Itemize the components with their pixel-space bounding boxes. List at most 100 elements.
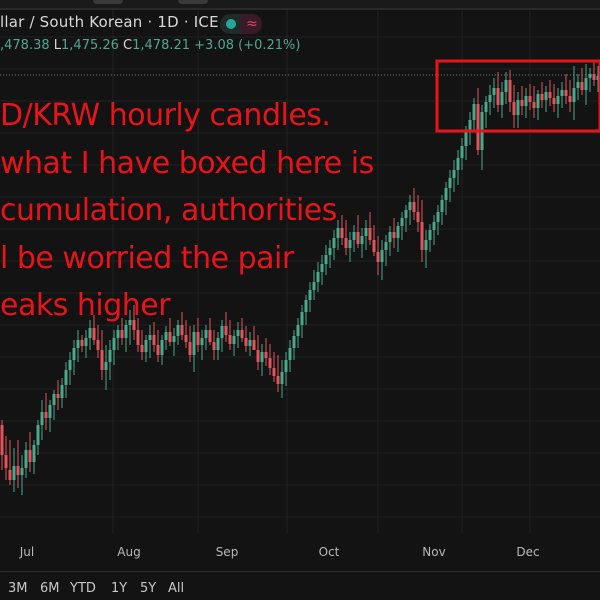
- range-button-all[interactable]: All: [168, 581, 185, 596]
- candle-body: [172, 336, 176, 342]
- status-right-half: [241, 14, 262, 34]
- time-axis[interactable]: Jul Aug Sep Oct Nov Dec: [0, 533, 600, 572]
- low-value: 1,475.26: [61, 38, 119, 53]
- candle-body: [348, 240, 352, 248]
- annotation-text: D/KRW hourly candles. what I have boxed h…: [0, 92, 374, 330]
- candle-body: [80, 340, 84, 346]
- candle-body: [432, 222, 436, 230]
- candle-body: [488, 95, 492, 102]
- candle-body: [24, 450, 28, 468]
- candle-body: [372, 240, 376, 252]
- candle-body: [584, 78, 588, 90]
- range-button-3m[interactable]: 3M: [8, 581, 28, 596]
- candle-body: [236, 330, 240, 336]
- candle-body: [244, 338, 248, 346]
- range-button-5y[interactable]: 5Y: [140, 581, 157, 596]
- time-axis-label: Jul: [19, 545, 35, 559]
- close-label: C: [123, 38, 133, 53]
- candle-body: [500, 92, 504, 105]
- candle-body: [28, 450, 32, 462]
- candle-body: [92, 328, 96, 340]
- candle-body: [4, 455, 8, 468]
- candle-body: [272, 368, 276, 376]
- candle-body: [48, 405, 52, 418]
- top-bar-tab-handle[interactable]: [93, 0, 123, 4]
- candle-body: [144, 340, 148, 352]
- candle-body: [440, 200, 444, 212]
- candle-body: [280, 372, 284, 384]
- candle-body: [104, 362, 108, 370]
- candle-body: [208, 330, 212, 342]
- candle-body: [588, 74, 592, 78]
- candle-body: [84, 338, 88, 346]
- candle-body: [76, 340, 80, 348]
- time-axis-label: Aug: [117, 545, 141, 559]
- candle-body: [288, 348, 292, 360]
- candle-body: [408, 202, 412, 210]
- candle-body: [284, 360, 288, 372]
- candle-body: [192, 332, 196, 355]
- candle-body: [12, 466, 16, 480]
- candle-body: [44, 412, 48, 418]
- candle-body: [492, 88, 496, 95]
- candle-body: [304, 300, 308, 312]
- candle-body: [248, 340, 252, 346]
- candle-body: [360, 236, 364, 244]
- candle-body: [88, 328, 92, 338]
- market-status-toggle[interactable]: ≈: [220, 14, 262, 34]
- candle-body: [264, 352, 268, 358]
- change-value: +3.08 (+0.21%): [194, 38, 301, 53]
- candle-body: [160, 340, 164, 355]
- candle-body: [120, 330, 124, 338]
- candlestick-plot[interactable]: [0, 10, 600, 533]
- candle-body: [400, 218, 404, 226]
- candle-body: [168, 332, 172, 342]
- candle-body: [424, 240, 428, 250]
- candle-body: [64, 370, 68, 385]
- market-open-dot-icon: [226, 19, 236, 29]
- candle-body: [468, 120, 472, 132]
- candle-body: [340, 228, 344, 238]
- candle-body: [0, 425, 4, 455]
- range-button-1y[interactable]: 1Y: [111, 581, 128, 596]
- candle-body: [520, 100, 524, 106]
- candle-body: [20, 468, 24, 475]
- candle-body: [420, 222, 424, 250]
- candle-body: [368, 228, 372, 240]
- candle-body: [300, 312, 304, 325]
- candle-body: [164, 332, 168, 340]
- candle-body: [132, 320, 136, 330]
- candle-body: [196, 332, 200, 345]
- candle-body: [396, 226, 400, 238]
- candle-body: [220, 326, 224, 338]
- candle-body: [60, 385, 64, 398]
- candle-body: [8, 470, 12, 480]
- candle-body: [504, 80, 508, 92]
- candle-body: [508, 80, 512, 102]
- candle-body: [364, 228, 368, 236]
- candle-body: [576, 82, 580, 88]
- chart-pane[interactable]: [0, 10, 600, 533]
- candle-body: [100, 350, 104, 370]
- range-button-ytd[interactable]: YTD: [70, 581, 96, 596]
- candle-body: [312, 282, 316, 290]
- candle-body: [72, 348, 76, 360]
- candle-body: [380, 250, 384, 262]
- symbol-title[interactable]: llar / South Korean · 1D · ICE: [0, 13, 219, 31]
- wave-icon: ≈: [246, 16, 258, 32]
- candle-body: [568, 96, 572, 102]
- candle-body: [136, 330, 140, 345]
- candle-body: [548, 92, 552, 98]
- candle-body: [56, 394, 60, 398]
- candle-body: [240, 330, 244, 338]
- browser-top-bar: [0, 0, 600, 10]
- candle-body: [252, 340, 256, 350]
- time-axis-label: Oct: [318, 545, 340, 559]
- range-button-6m[interactable]: 6M: [40, 581, 60, 596]
- top-bar-tab-handle[interactable]: [178, 0, 208, 4]
- candle-body: [260, 352, 264, 362]
- candle-body: [16, 466, 20, 475]
- candle-body: [464, 132, 468, 146]
- candle-body: [472, 104, 476, 120]
- candle-body: [216, 338, 220, 350]
